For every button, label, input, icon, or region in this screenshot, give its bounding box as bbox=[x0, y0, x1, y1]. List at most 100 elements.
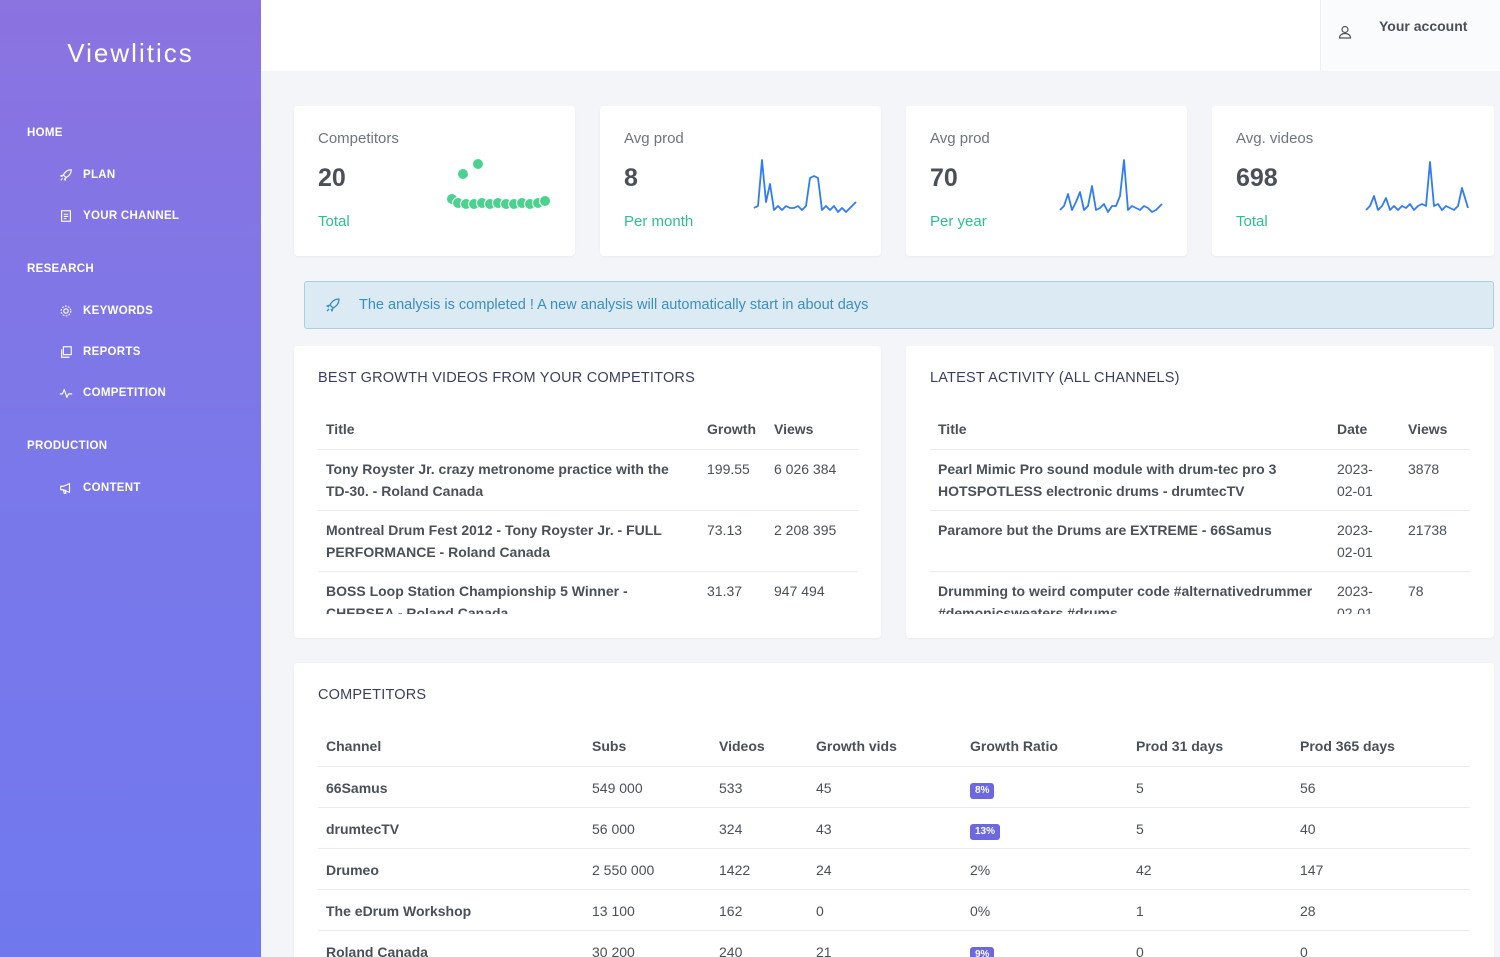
sidebar-item-keywords[interactable]: KEYWORDS bbox=[59, 304, 153, 318]
column-header[interactable]: Title bbox=[318, 410, 699, 450]
nav-section-home: HOME bbox=[27, 127, 63, 139]
table-row[interactable]: BOSS Loop Station Championship 5 Winner … bbox=[318, 571, 858, 614]
growth-ratio-cell: 8% bbox=[962, 766, 1128, 808]
table-row[interactable]: Montreal Drum Fest 2012 - Tony Royster J… bbox=[318, 510, 858, 572]
views-value: 6 026 384 bbox=[766, 449, 858, 511]
growth-vids-value: 24 bbox=[808, 848, 962, 890]
stat-value: 698 bbox=[1236, 164, 1278, 192]
status-badge: 9% bbox=[970, 946, 995, 957]
column-header[interactable]: Subs bbox=[584, 727, 711, 767]
pulse-icon bbox=[59, 388, 73, 398]
videos-value: 1422 bbox=[711, 848, 808, 890]
column-header[interactable]: Prod 365 days bbox=[1292, 727, 1470, 767]
video-title[interactable]: Drumming to weird computer code #alterna… bbox=[930, 571, 1329, 614]
channel-name[interactable]: drumtecTV bbox=[318, 807, 584, 849]
column-header[interactable]: Prod 31 days bbox=[1128, 727, 1292, 767]
prod-31-value: 1 bbox=[1128, 889, 1292, 931]
views-value: 3878 bbox=[1400, 449, 1470, 511]
growth-vids-value: 45 bbox=[808, 766, 962, 808]
channel-name[interactable]: The eDrum Workshop bbox=[318, 889, 584, 931]
rocket-icon bbox=[60, 169, 72, 181]
table-row[interactable]: drumtecTV 56 000 324 43 13% 5 40 bbox=[318, 807, 1470, 849]
activity-table-scroll[interactable]: Title Date Views Pearl Mimic Pro sound m… bbox=[930, 410, 1470, 614]
sidebar-item-reports[interactable]: REPORTS bbox=[59, 345, 141, 359]
video-title[interactable]: Paramore but the Drums are EXTREME - 66S… bbox=[930, 510, 1329, 572]
column-header[interactable]: Views bbox=[1400, 410, 1470, 450]
stat-sub: Per month bbox=[624, 213, 694, 230]
stat-card-competitors: Competitors 20 Total bbox=[294, 106, 575, 256]
stat-label: Competitors bbox=[318, 130, 399, 147]
prod-365-value: 28 bbox=[1292, 889, 1470, 931]
column-header[interactable]: Growth Ratio bbox=[962, 727, 1128, 767]
brand-logo[interactable]: Viewlitics bbox=[67, 38, 194, 68]
sidebar-item-content[interactable]: CONTENT bbox=[59, 481, 141, 495]
account-label: Your account bbox=[1379, 18, 1468, 34]
prod-365-value: 56 bbox=[1292, 766, 1470, 808]
sidebar-item-competition[interactable]: COMPETITION bbox=[59, 386, 166, 400]
column-header[interactable]: Title bbox=[930, 410, 1329, 450]
channel-name[interactable]: 66Samus bbox=[318, 766, 584, 808]
prod-31-value: 42 bbox=[1128, 848, 1292, 890]
column-header[interactable]: Growth bbox=[699, 410, 766, 450]
status-badge: 8% bbox=[970, 782, 995, 799]
video-title[interactable]: Montreal Drum Fest 2012 - Tony Royster J… bbox=[318, 510, 699, 572]
sidebar-item-label: COMPETITION bbox=[83, 387, 167, 399]
column-header[interactable]: Channel bbox=[318, 727, 584, 767]
channel-name[interactable]: Roland Canada bbox=[318, 930, 584, 957]
sidebar-item-label: REPORTS bbox=[83, 346, 141, 358]
prod-31-value: 5 bbox=[1128, 807, 1292, 849]
views-value: 947 494 bbox=[766, 571, 858, 614]
table-row[interactable]: Pearl Mimic Pro sound module with drum-t… bbox=[930, 449, 1470, 511]
competitors-body: 66Samus 549 000 533 45 8% 5 56 drumtecTV 56 000 3… bbox=[318, 766, 1470, 957]
video-title[interactable]: Pearl Mimic Pro sound module with drum-t… bbox=[930, 449, 1329, 511]
table-row[interactable]: Roland Canada 30 200 240 21 9% 0 0 bbox=[318, 930, 1470, 957]
table-row[interactable]: Drumeo 2 550 000 1422 24 2% 42 147 bbox=[318, 848, 1470, 890]
sidebar-item-plan[interactable]: PLAN bbox=[59, 168, 116, 182]
alert-text: The analysis is completed ! A new analys… bbox=[359, 297, 869, 313]
table-row[interactable]: Drumming to weird computer code #alterna… bbox=[930, 571, 1470, 614]
card-title: LATEST ACTIVITY (ALL CHANNELS) bbox=[930, 370, 1180, 386]
card-title: BEST GROWTH VIDEOS FROM YOUR COMPETITORS bbox=[318, 370, 695, 386]
megaphone-icon bbox=[60, 483, 71, 494]
status-badge: 13% bbox=[970, 823, 1001, 840]
column-header[interactable]: Views bbox=[766, 410, 858, 450]
account-menu[interactable]: Your account bbox=[1320, 0, 1500, 71]
stat-card-avg-prod-year: Avg prod 70 Per year bbox=[906, 106, 1187, 256]
growth-table-scroll[interactable]: Title Growth Views Tony Royster Jr. craz… bbox=[318, 410, 858, 614]
stat-value: 8 bbox=[624, 164, 638, 192]
sidebar-item-your-channel[interactable]: YOUR CHANNEL bbox=[59, 209, 179, 223]
video-title[interactable]: BOSS Loop Station Championship 5 Winner … bbox=[318, 571, 699, 614]
table-row[interactable]: The eDrum Workshop 13 100 162 0 0% 1 28 bbox=[318, 889, 1470, 931]
nav-section-research: RESEARCH bbox=[27, 263, 94, 275]
subs-value: 56 000 bbox=[584, 807, 711, 849]
line-sparkline bbox=[1059, 159, 1163, 213]
line-sparkline bbox=[753, 159, 857, 213]
column-header[interactable]: Videos bbox=[711, 727, 808, 767]
videos-value: 533 bbox=[711, 766, 808, 808]
sidebar-item-label: CONTENT bbox=[83, 482, 141, 494]
channel-name[interactable]: Drumeo bbox=[318, 848, 584, 890]
date-value: 2023-02-01 bbox=[1329, 510, 1400, 572]
sidebar-item-label: YOUR CHANNEL bbox=[83, 210, 180, 222]
competitors-card: COMPETITORS Channel Subs Videos Growth v… bbox=[294, 663, 1494, 957]
stat-sub: Total bbox=[1236, 213, 1268, 230]
activity-table: Title Date Views Pearl Mimic Pro sound m… bbox=[930, 410, 1470, 614]
subs-value: 549 000 bbox=[584, 766, 711, 808]
line-sparkline bbox=[1365, 161, 1469, 211]
copy-icon bbox=[61, 346, 72, 358]
gear-icon bbox=[60, 305, 72, 317]
rocket-icon bbox=[326, 298, 340, 312]
table-row[interactable]: Tony Royster Jr. crazy metronome practic… bbox=[318, 449, 858, 511]
table-row[interactable]: 66Samus 549 000 533 45 8% 5 56 bbox=[318, 766, 1470, 808]
subs-value: 2 550 000 bbox=[584, 848, 711, 890]
table-row[interactable]: Paramore but the Drums are EXTREME - 66S… bbox=[930, 510, 1470, 572]
growth-ratio-cell: 9% bbox=[962, 930, 1128, 957]
top-bar: Your account bbox=[261, 0, 1500, 71]
stat-card-avg-videos: Avg. videos 698 Total bbox=[1212, 106, 1494, 256]
column-header[interactable]: Growth vids bbox=[808, 727, 962, 767]
stat-sub: Total bbox=[318, 213, 350, 230]
stat-label: Avg. videos bbox=[1236, 130, 1314, 147]
growth-ratio: 0% bbox=[962, 889, 1128, 931]
video-title[interactable]: Tony Royster Jr. crazy metronome practic… bbox=[318, 449, 699, 511]
column-header[interactable]: Date bbox=[1329, 410, 1400, 450]
